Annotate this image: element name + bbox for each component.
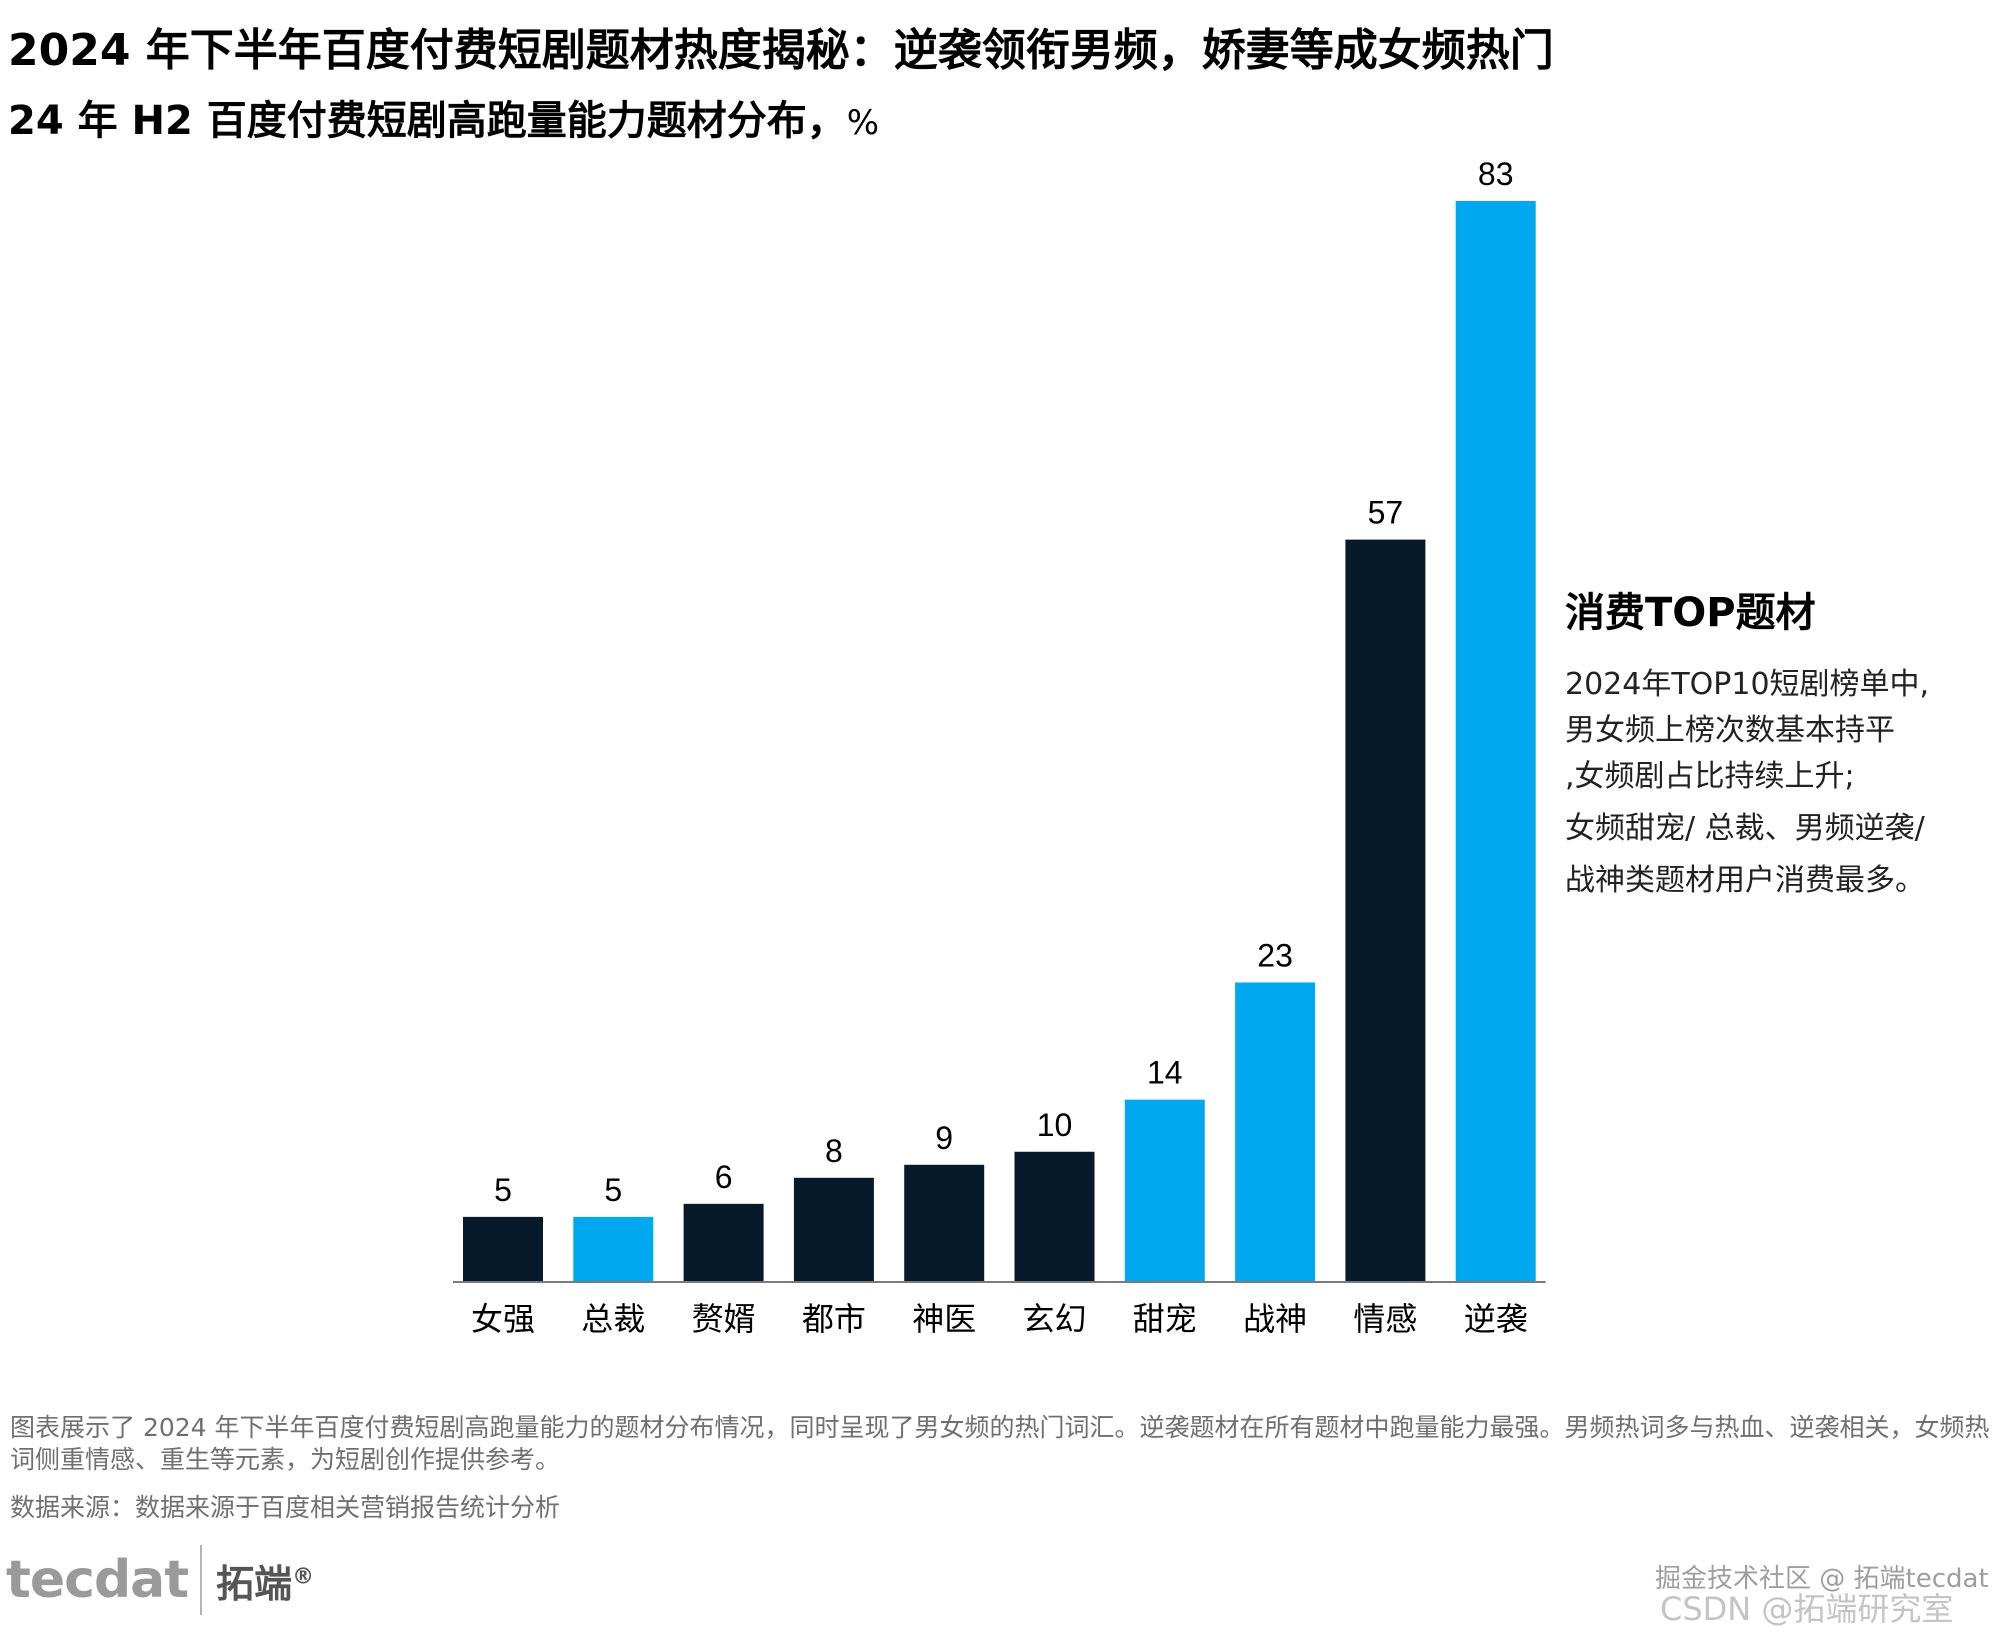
side-panel: 消费TOP题材 2024年TOP10短剧榜单中, 男女频上榜次数基本持平 ,女频… xyxy=(1565,580,2005,904)
data-label: 9 xyxy=(935,1120,953,1156)
bar-甜宠 xyxy=(1124,1099,1205,1282)
data-source: 数据来源：数据来源于百度相关营销报告统计分析 xyxy=(10,1493,561,1522)
bar-玄幻 xyxy=(1014,1151,1095,1282)
bar-神医 xyxy=(904,1164,985,1282)
logo-wordmark: tecdat xyxy=(6,1550,189,1610)
data-label: 83 xyxy=(1478,156,1514,192)
category-label: 玄幻 xyxy=(1022,1300,1086,1338)
side-panel-line: 2024年TOP10短剧榜单中, xyxy=(1565,667,1930,702)
bar-逆袭 xyxy=(1455,201,1536,1282)
side-panel-line: ,女频剧占比持续上升; xyxy=(1565,759,1855,794)
data-label: 57 xyxy=(1368,495,1404,531)
category-label: 女强 xyxy=(471,1300,535,1338)
category-label: 赘婿 xyxy=(692,1300,756,1338)
chart-subtitle-text: 24 年 H2 百度付费短剧高跑量能力题材分布， xyxy=(8,98,847,144)
category-label: 情感 xyxy=(1353,1300,1417,1338)
brand-logo: tecdat 拓端® xyxy=(6,1535,314,1625)
data-label: 14 xyxy=(1147,1055,1183,1091)
bar-女强 xyxy=(463,1216,543,1282)
data-label: 10 xyxy=(1037,1107,1073,1143)
data-label: 5 xyxy=(494,1172,512,1208)
category-label: 都市 xyxy=(802,1300,866,1338)
side-panel-line: 战神类题材用户消费最多。 xyxy=(1565,863,1925,898)
registered-mark: ® xyxy=(292,1563,315,1589)
data-label: 5 xyxy=(604,1172,622,1208)
side-panel-heading: 消费TOP题材 xyxy=(1565,590,1816,636)
chart-unit: % xyxy=(846,103,880,143)
logo-cn-name: 拓端® xyxy=(216,1553,314,1608)
data-label: 8 xyxy=(825,1133,843,1169)
bar-总裁 xyxy=(573,1216,654,1282)
bar-都市 xyxy=(793,1177,874,1282)
side-panel-line: 男女频上榜次数基本持平 xyxy=(1565,713,1895,748)
watermark-juejin: 掘金技术社区 @ 拓端tecdat xyxy=(1655,1564,1989,1594)
chart-subtitle: 24 年 H2 百度付费短剧高跑量能力题材分布，% xyxy=(8,88,879,146)
data-label: 23 xyxy=(1257,937,1293,973)
side-panel-body: 2024年TOP10短剧榜单中, 男女频上榜次数基本持平 ,女频剧占比持续上升;… xyxy=(1565,662,2005,904)
category-label: 总裁 xyxy=(581,1300,645,1338)
logo-cn-text: 拓端 xyxy=(216,1561,293,1606)
category-label: 神医 xyxy=(912,1300,976,1338)
bar-chart: 5 女强 5 总裁 6 赘婿 8 都市 9 神医 10 玄幻 14 甜宠 23 战神 57 情感 83 逆袭 xyxy=(453,156,1546,1338)
category-label: 甜宠 xyxy=(1133,1300,1197,1338)
category-label: 战神 xyxy=(1243,1300,1307,1338)
watermark-csdn: CSDN @拓端研究室 xyxy=(1660,1590,1954,1628)
data-label: 6 xyxy=(715,1159,733,1195)
side-panel-line: 女频甜宠/ 总裁、男频逆袭/ xyxy=(1565,811,1925,846)
category-label: 逆袭 xyxy=(1464,1300,1528,1338)
bar-赘婿 xyxy=(683,1203,764,1282)
bar-情感 xyxy=(1345,539,1426,1282)
bar-战神 xyxy=(1235,982,1316,1282)
page-title: 2024 年下半年百度付费短剧题材热度揭秘：逆袭领衔男频，娇妻等成女频热门 xyxy=(8,25,1554,76)
chart-description: 图表展示了 2024 年下半年百度付费短剧高跑量能力的题材分布情况，同时呈现了男… xyxy=(10,1413,1990,1474)
logo-divider xyxy=(200,1545,203,1615)
